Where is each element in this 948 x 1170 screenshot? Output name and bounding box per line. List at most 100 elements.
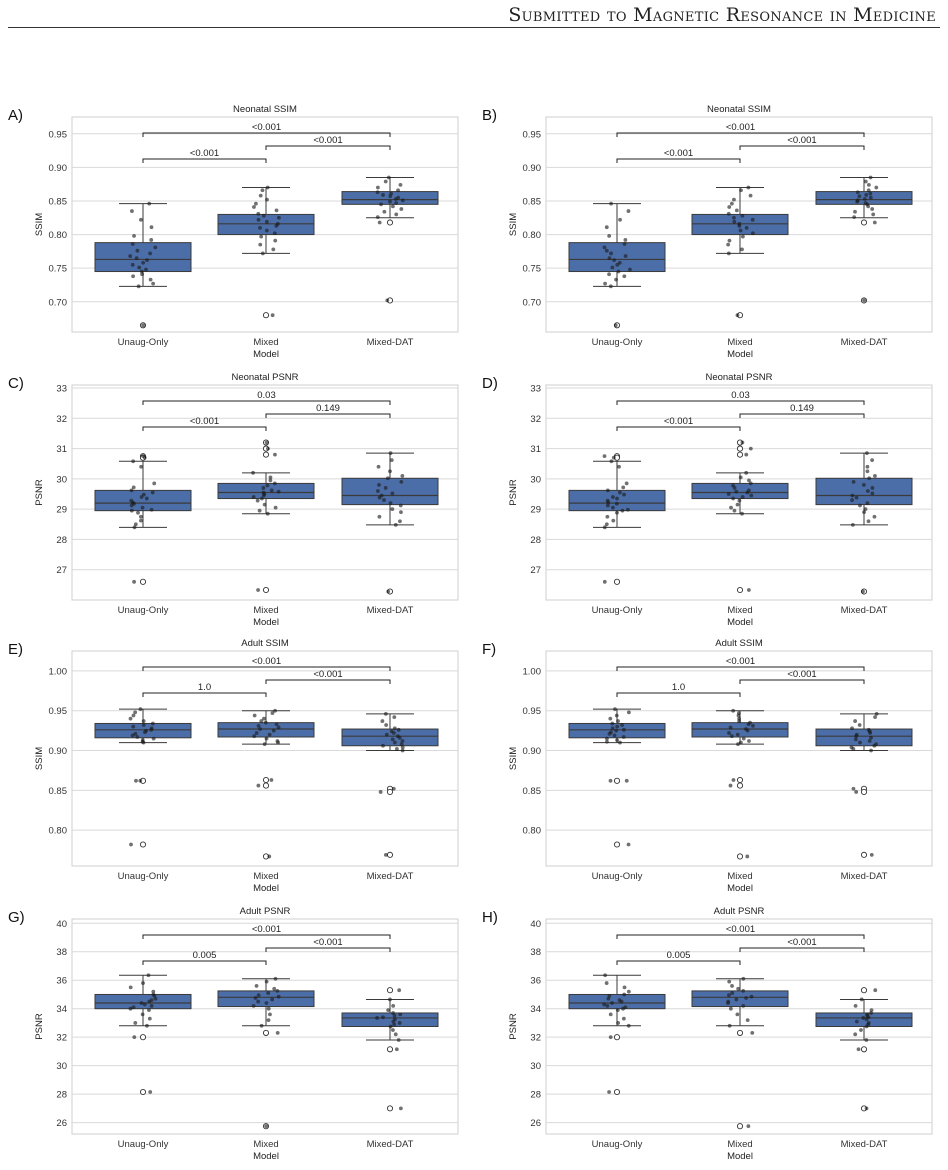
y-tick-label: 31 <box>56 444 67 455</box>
box-plot: Adult PSNR 26 28 30 32 34 36 38 40 PSNR Unaug-Only… <box>34 906 459 1162</box>
data-point <box>253 201 258 206</box>
data-point <box>864 193 869 197</box>
data-point <box>605 514 610 519</box>
data-point <box>611 495 615 499</box>
y-tick-label: 0.80 <box>523 230 542 241</box>
data-point <box>375 215 380 220</box>
data-point <box>386 175 391 180</box>
x-tick-label: Mixed <box>727 337 752 348</box>
data-point <box>748 193 753 198</box>
y-axis-label: SSIM <box>34 747 45 770</box>
box-2 <box>815 713 913 858</box>
data-point <box>265 197 269 202</box>
data-point <box>853 1003 858 1008</box>
data-point <box>148 251 152 256</box>
data-point <box>727 1023 732 1028</box>
data-point <box>382 209 387 214</box>
data-point <box>140 272 144 277</box>
data-point <box>399 480 404 484</box>
x-tick-label: Mixed-DAT <box>841 871 888 882</box>
data-point <box>273 708 277 713</box>
data-point <box>392 1013 397 1018</box>
data-point <box>745 854 750 859</box>
box-plot: Adult SSIM 0.80 0.85 0.90 0.95 1.00 SSIM Unaug-… <box>508 638 933 894</box>
data-point <box>850 726 854 731</box>
data-point <box>256 211 261 216</box>
data-point <box>133 710 138 715</box>
significance-bracket: 0.03 <box>142 390 391 405</box>
panel-label: D) <box>482 375 498 392</box>
y-tick-label: 28 <box>530 535 541 546</box>
data-point <box>738 228 743 233</box>
iqr-box <box>94 489 192 512</box>
bracket-line <box>265 145 391 150</box>
bracket-line <box>616 426 741 431</box>
y-axis-label: PSNR <box>34 1013 45 1040</box>
data-point <box>726 211 731 216</box>
iqr-box <box>691 722 789 738</box>
p-value-label: <0.001 <box>190 148 219 159</box>
y-tick-label: 34 <box>530 1004 541 1015</box>
data-point <box>264 1001 269 1005</box>
data-point <box>855 190 860 195</box>
data-point <box>607 272 611 277</box>
data-point <box>393 1032 398 1037</box>
box-plot: Neonatal SSIM 0.70 0.75 0.80 0.85 0.90 0.95 SSI… <box>34 104 459 360</box>
data-point <box>748 446 753 451</box>
data-point <box>858 503 862 508</box>
data-point <box>129 488 134 493</box>
data-point <box>397 1021 402 1025</box>
data-point <box>746 722 751 727</box>
outlier-marker <box>386 788 394 795</box>
data-point <box>749 493 754 498</box>
data-point <box>131 713 136 718</box>
y-tick-label: 0.85 <box>49 786 68 797</box>
data-point <box>130 242 135 246</box>
y-tick-label: 31 <box>530 444 541 455</box>
p-value-label: <0.001 <box>787 937 816 948</box>
data-point <box>139 518 143 523</box>
data-point <box>608 716 613 721</box>
data-point <box>267 854 272 859</box>
data-point <box>609 251 613 256</box>
significance-bracket: <0.001 <box>142 924 391 939</box>
data-point <box>616 269 621 274</box>
data-point <box>609 201 613 206</box>
data-point <box>136 284 141 289</box>
data-point <box>261 486 266 490</box>
y-tick-label: 0.85 <box>523 786 542 797</box>
y-tick-label: 0.90 <box>523 746 542 757</box>
data-point <box>614 713 619 718</box>
data-point <box>274 722 279 727</box>
data-point <box>610 726 615 731</box>
y-tick-label: 0.95 <box>523 129 542 140</box>
data-point <box>391 1003 396 1008</box>
page-header: Submitted to Magnetic Resonance in Medic… <box>0 0 948 30</box>
chart-panel: C) Neonatal PSNR 27 28 29 30 31 32 33 PSNR Unaug-O… <box>0 368 474 636</box>
data-point <box>394 201 399 205</box>
data-point <box>864 1038 869 1042</box>
data-point <box>275 1031 280 1035</box>
bracket-line <box>265 413 391 418</box>
data-point <box>400 745 405 750</box>
data-point <box>132 234 136 238</box>
data-point <box>138 778 143 783</box>
data-point <box>398 519 402 524</box>
data-point <box>738 475 743 480</box>
data-point <box>851 480 856 484</box>
data-point <box>869 1008 874 1013</box>
data-point <box>153 996 158 1001</box>
data-point <box>392 731 396 735</box>
data-point <box>608 1012 613 1017</box>
data-point <box>853 719 858 723</box>
data-point <box>389 458 394 462</box>
data-point <box>375 489 380 493</box>
data-point <box>746 1124 751 1129</box>
data-point <box>608 778 613 783</box>
data-point <box>277 215 281 220</box>
y-tick-label: 0.90 <box>49 163 68 174</box>
x-tick-label: Unaug-Only <box>118 1139 169 1150</box>
data-point <box>269 778 274 782</box>
x-tick-label: Unaug-Only <box>118 871 169 882</box>
significance-bracket: <0.001 <box>265 135 391 150</box>
